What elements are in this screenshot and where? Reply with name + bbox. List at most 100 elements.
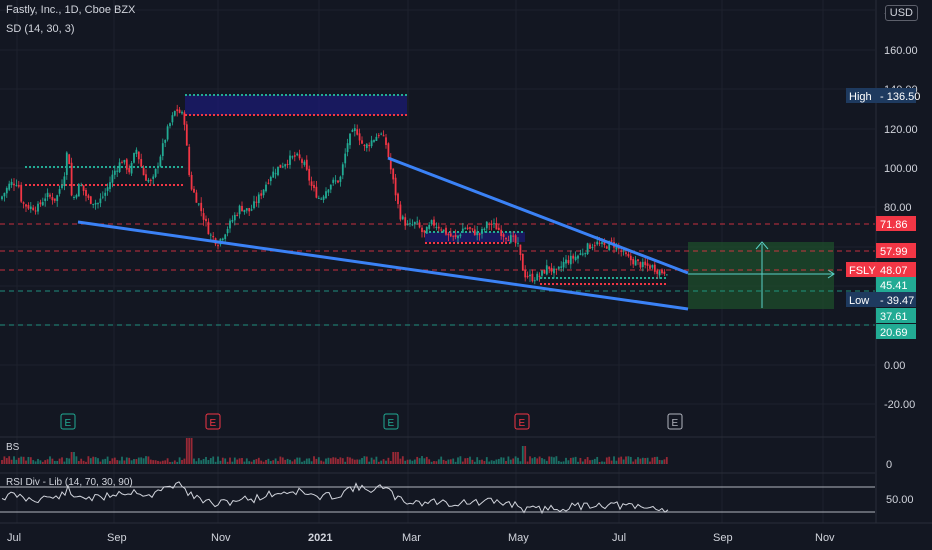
candle-body <box>37 203 39 212</box>
volume-bar <box>478 460 481 464</box>
currency-button[interactable]: USD <box>884 5 918 21</box>
volume-bar <box>147 456 150 464</box>
volume-bar <box>39 460 42 464</box>
price-tick: 120.00 <box>884 124 918 136</box>
volume-bar <box>358 459 361 464</box>
svg-text:Low: Low <box>849 295 869 307</box>
price-scale[interactable]: 180.00160.00140.00120.00100.0080.000.00-… <box>884 5 918 411</box>
candle-body <box>209 234 212 236</box>
candle-body <box>121 162 123 164</box>
candles <box>1 104 668 285</box>
time-tick: Jul <box>612 532 626 544</box>
candle-body <box>440 229 443 231</box>
time-axis[interactable]: Jul Sep Nov 2021 Mar May Jul Sep Nov <box>7 532 835 544</box>
rsi-label[interactable]: RSI Div - Lib (14, 70, 30, 90) <box>6 477 133 488</box>
volume-bar <box>397 452 399 464</box>
volume-bar <box>560 461 563 464</box>
volume-bar <box>632 461 635 464</box>
volume-bar <box>87 456 90 464</box>
candle-body <box>111 174 114 183</box>
candle-body <box>15 185 18 187</box>
volume-bar <box>205 456 207 464</box>
candle-body <box>454 234 457 238</box>
volume-bar <box>125 457 128 464</box>
candle-body <box>548 266 551 270</box>
candle-body <box>596 241 599 245</box>
earnings-marker[interactable]: E <box>60 413 76 430</box>
volume-bar <box>461 461 464 464</box>
volume-bar <box>70 452 73 464</box>
volume-bar <box>505 461 507 464</box>
earnings-marker[interactable]: E <box>205 413 221 430</box>
candle-body <box>637 259 639 262</box>
candle-body <box>322 196 325 200</box>
volume-bar <box>392 452 395 464</box>
time-tick: May <box>508 532 529 544</box>
candle-body <box>625 252 627 255</box>
earnings-marker[interactable]: E <box>667 413 683 430</box>
candle-body <box>87 195 90 198</box>
candle-body <box>149 179 152 181</box>
volume-bar <box>317 457 320 464</box>
volume-bar <box>608 456 611 464</box>
volume-bar <box>548 456 551 464</box>
candle-body <box>332 179 335 183</box>
volume-bar <box>221 457 224 464</box>
earnings-marker[interactable]: E <box>514 413 530 430</box>
candle-body <box>113 170 116 175</box>
volume-bar <box>610 460 613 464</box>
candle-body <box>598 242 601 244</box>
price-tick: 160.00 <box>884 45 918 57</box>
volume-bar <box>145 456 147 464</box>
candle-body <box>507 239 510 241</box>
volume-bar <box>502 457 505 464</box>
volume-bar <box>634 459 637 464</box>
candle-body <box>517 242 519 244</box>
candle-body <box>8 183 11 190</box>
candle-body <box>404 217 407 226</box>
volume-bar <box>353 459 356 464</box>
indicator-label[interactable]: SD (14, 30, 3) <box>6 23 75 35</box>
volume-bar <box>200 460 203 464</box>
volume-bar <box>377 461 380 464</box>
high-label: High - 136.50 <box>846 88 920 103</box>
volume-label[interactable]: BS <box>6 442 20 453</box>
time-tick: Nov <box>815 532 835 544</box>
candle-body <box>442 229 445 232</box>
trendlines[interactable] <box>77 156 689 311</box>
volume-bar <box>337 459 339 464</box>
volume-bar <box>517 457 519 464</box>
candle-body <box>260 193 263 196</box>
candle-body <box>32 207 35 211</box>
candle-body <box>56 195 59 202</box>
earnings-marker[interactable]: E <box>383 413 399 430</box>
candle-body <box>370 140 373 147</box>
candle-body <box>337 180 339 183</box>
volume-bar <box>94 457 97 464</box>
volume-bar <box>161 460 164 464</box>
volume-bar <box>481 459 483 464</box>
candle-body <box>284 164 287 167</box>
volume-bar <box>375 456 378 464</box>
volume-bar <box>20 456 23 464</box>
candle-body <box>646 263 649 266</box>
candle-body <box>639 262 642 268</box>
candle-body <box>608 241 611 251</box>
volume-bar <box>598 461 601 464</box>
volume-bar <box>178 457 181 464</box>
candle-body <box>514 235 517 244</box>
candle-body <box>243 209 246 213</box>
volume-bar <box>620 456 623 464</box>
volume-bar <box>579 457 582 464</box>
volume-bar <box>310 461 313 464</box>
candle-body <box>171 115 174 123</box>
volume-bar <box>195 461 198 464</box>
volume-bar <box>411 460 414 464</box>
candle-body <box>567 260 570 264</box>
candle-body <box>97 203 99 205</box>
candle-body <box>433 219 435 226</box>
svg-text:48.07: 48.07 <box>880 265 908 277</box>
volume-bar <box>649 461 651 464</box>
